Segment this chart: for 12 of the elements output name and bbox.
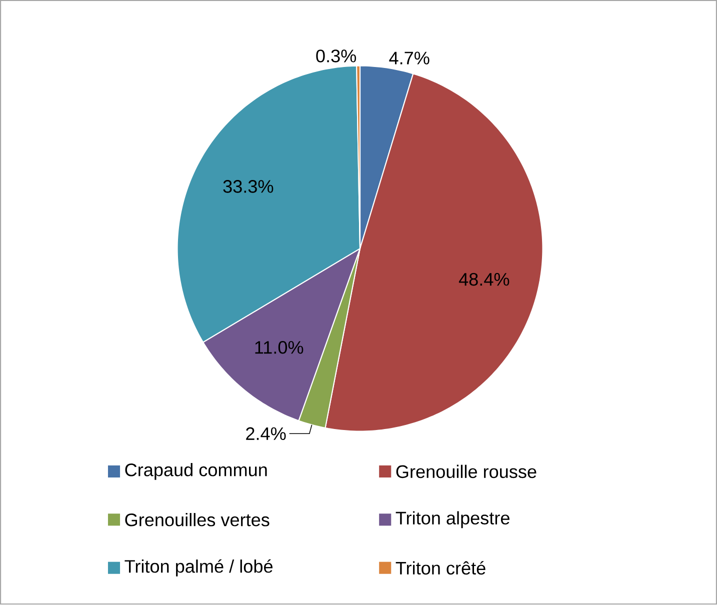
data-label: 4.7% <box>389 52 430 65</box>
data-label: 48.4% <box>458 273 510 286</box>
legend-label: Triton alpestre <box>396 511 510 528</box>
legend-label: Grenouilles vertes <box>125 513 270 527</box>
legend-label: Crapaud commun <box>125 463 267 480</box>
data-label: 33.3% <box>223 180 274 194</box>
data-label: 2.4% <box>246 428 286 440</box>
legend-label: Triton crêté <box>396 561 486 575</box>
legend-label: Triton palmé / lobé <box>124 560 273 577</box>
data-label: 11.0% <box>255 341 304 354</box>
data-label: 0.3% <box>316 50 356 63</box>
legend-label: Grenouille rousse <box>396 465 536 478</box>
